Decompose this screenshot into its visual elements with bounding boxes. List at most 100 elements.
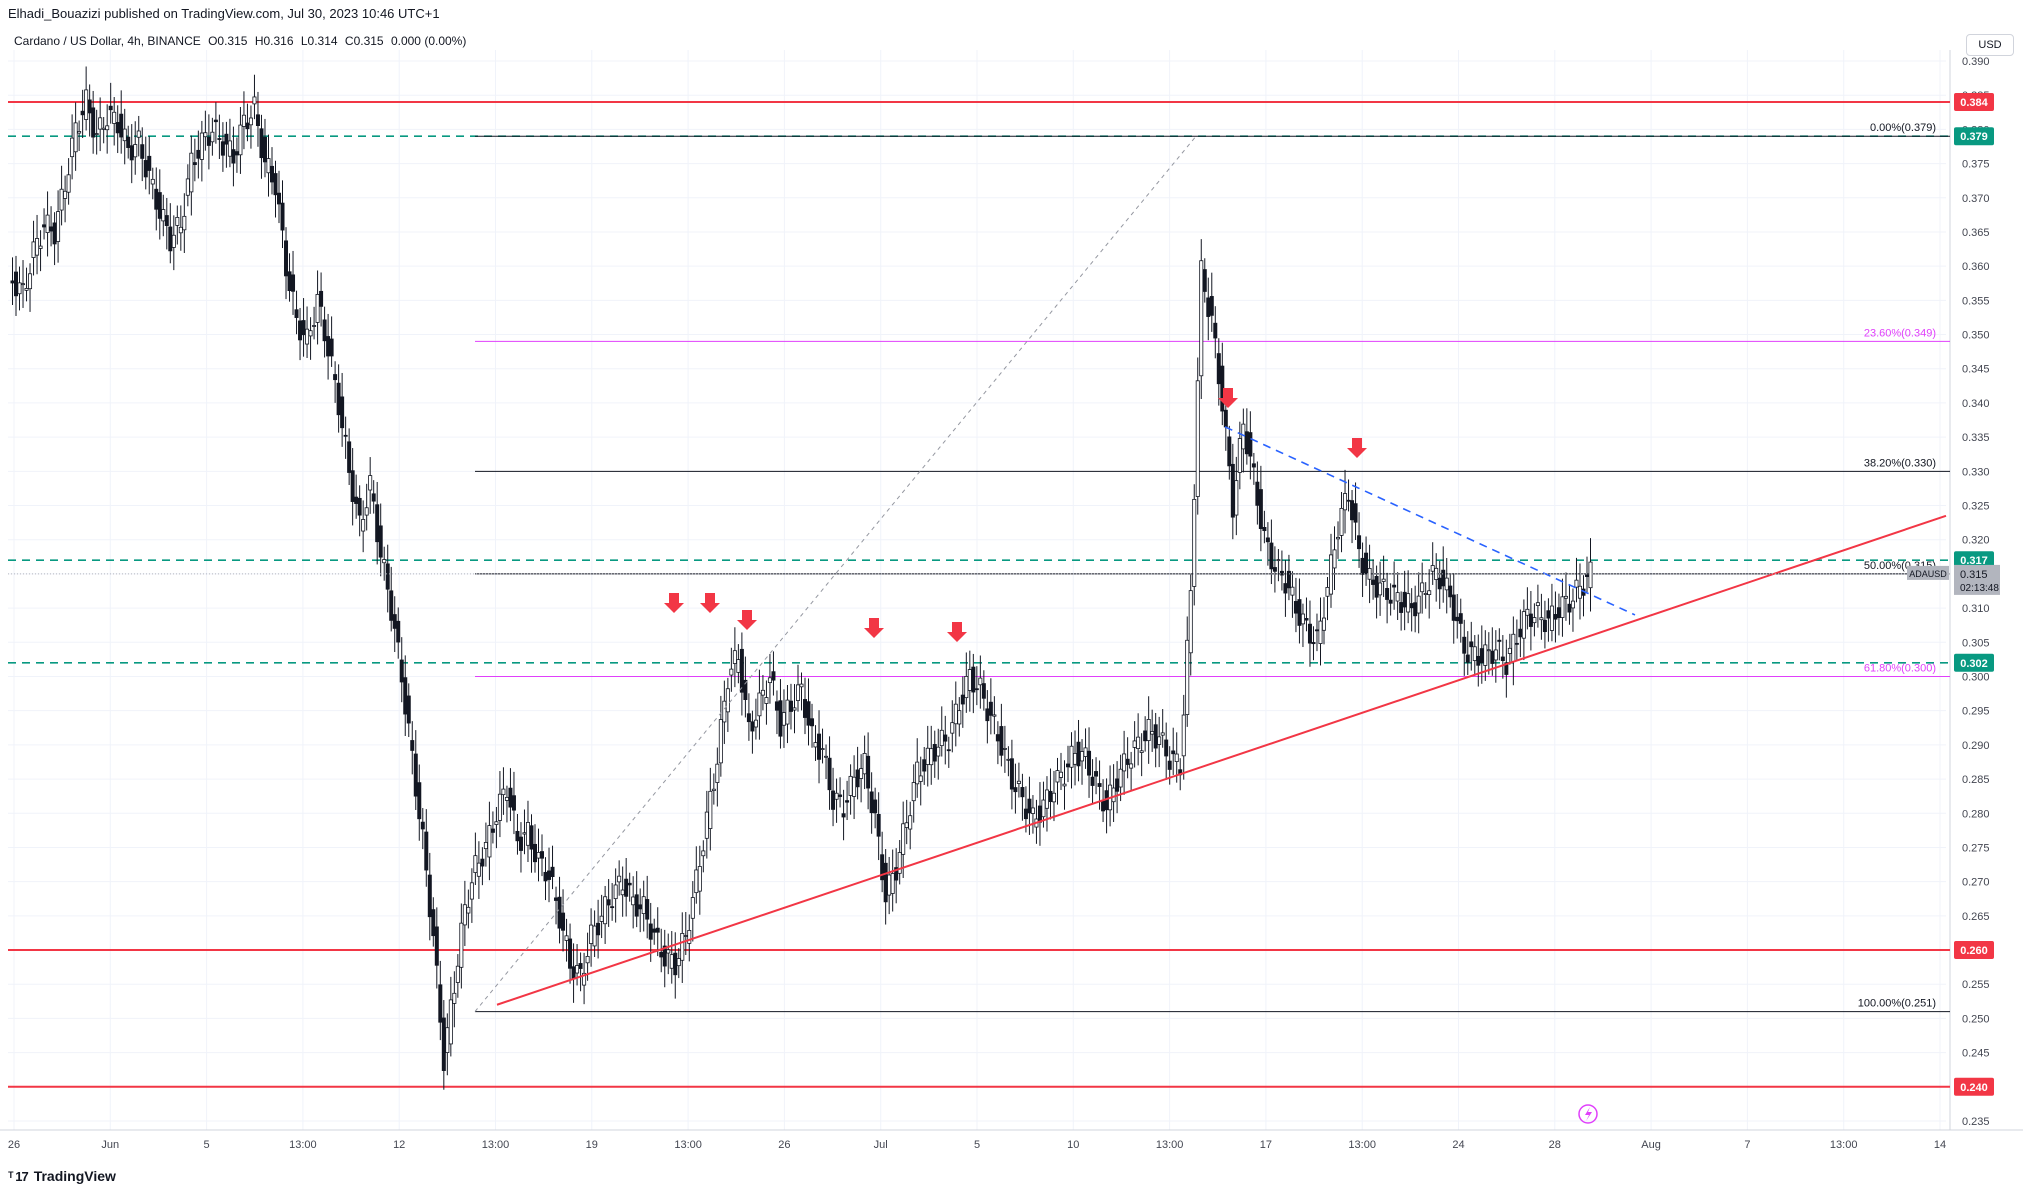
candle-body: [1202, 269, 1207, 292]
candle-body: [718, 719, 723, 764]
candle-body: [1577, 585, 1582, 599]
sell-arrow-icon: [864, 618, 884, 638]
candle-body: [1076, 741, 1081, 767]
candle-body: [824, 755, 829, 758]
candle-body: [255, 114, 260, 127]
candle-body: [683, 935, 688, 937]
candle-body: [634, 894, 639, 917]
candle-body: [438, 984, 443, 1023]
y-tick-label: 0.270: [1962, 877, 1990, 889]
candle-body: [904, 822, 909, 828]
candle-body: [946, 749, 951, 752]
candle-body: [1051, 792, 1056, 803]
candle-body: [1146, 719, 1151, 741]
candle-body: [336, 382, 341, 416]
candle-body: [694, 869, 699, 894]
ohlc-change: 0.000 (0.00%): [390, 34, 467, 48]
candle-body: [1209, 296, 1214, 316]
trendline-support[interactable]: [496, 514, 1947, 1006]
candle-body: [1223, 409, 1228, 428]
candle-body: [301, 320, 306, 336]
candle-body: [1097, 783, 1102, 787]
level-badge-label: 0.302: [1960, 658, 1988, 670]
symbol-name[interactable]: Cardano / US Dollar, 4h, BINANCE: [14, 34, 201, 48]
candle-body: [350, 470, 355, 502]
candle-body: [1430, 565, 1435, 572]
symbol-tag: [1907, 565, 1949, 580]
candle-body: [1532, 617, 1537, 624]
currency-button[interactable]: USD: [1966, 34, 2014, 56]
candle-body: [1395, 592, 1400, 602]
candle-body: [396, 620, 401, 643]
header-bar: Elhadi_Bouazizi published on TradingView…: [0, 0, 2023, 24]
candle-body: [10, 280, 15, 284]
candle-body: [1265, 537, 1270, 543]
candle-body: [1321, 617, 1326, 631]
x-tick-label: 17: [1260, 1139, 1272, 1151]
candle-body: [101, 127, 106, 130]
candle-body: [280, 202, 285, 231]
candle-body: [939, 729, 944, 747]
candle-body: [1413, 602, 1418, 617]
y-tick-label: 0.330: [1962, 466, 1990, 478]
publisher-info: Elhadi_Bouazizi published on TradingView…: [8, 6, 440, 21]
candle-body: [277, 192, 282, 205]
candle-body: [1307, 623, 1312, 644]
candle-body: [1360, 557, 1365, 575]
candle-body: [1542, 619, 1547, 633]
y-tick-label: 0.345: [1962, 364, 1990, 376]
candle-body: [1129, 763, 1134, 769]
x-tick-label: 5: [204, 1139, 210, 1151]
candle-body: [1388, 599, 1393, 604]
candle-body: [627, 882, 632, 886]
candle-body: [561, 912, 566, 931]
candle-body: [431, 909, 436, 937]
candle-body: [1199, 260, 1204, 377]
ohlc-high: H0.316: [254, 34, 294, 48]
trendline-resistance[interactable]: [1224, 426, 1636, 616]
candle-body: [1570, 600, 1575, 609]
candle-body: [238, 124, 243, 156]
x-tick-label: Aug: [1641, 1139, 1661, 1151]
candle-body: [1062, 783, 1067, 787]
candle-body: [771, 671, 776, 681]
y-tick-label: 0.325: [1962, 501, 1990, 513]
candle-body: [164, 215, 169, 226]
level-badge: [1954, 551, 1994, 570]
candle-body: [1143, 730, 1148, 742]
candle-body: [31, 241, 36, 258]
candle-body: [953, 703, 958, 725]
candle-body: [1500, 656, 1505, 661]
candle-body: [1525, 608, 1530, 616]
candle-body: [1441, 569, 1446, 587]
candle-body: [536, 851, 541, 859]
candle-body: [855, 769, 860, 788]
fib-anchor-line[interactable]: [474, 135, 1197, 1012]
candle-body: [1563, 595, 1568, 599]
candle-body: [1539, 617, 1544, 621]
candle-body: [287, 271, 292, 292]
symbol-legend[interactable]: Cardano / US Dollar, 4h, BINANCE O0.315 …: [14, 34, 470, 48]
candle-body: [834, 792, 839, 800]
candle-body: [368, 475, 373, 491]
candle-body: [704, 811, 709, 839]
flash-icon[interactable]: [1578, 1104, 1598, 1124]
y-tick-label: 0.275: [1962, 842, 1990, 854]
y-tick-label: 0.295: [1962, 706, 1990, 718]
candle-body: [1304, 618, 1309, 621]
y-tick-label: 0.245: [1962, 1048, 1990, 1060]
candle-body: [378, 525, 383, 558]
y-tick-label: 0.305: [1962, 637, 1990, 649]
candle-body: [206, 136, 211, 146]
candle-body: [911, 782, 916, 802]
candle-body: [231, 149, 236, 164]
candle-body: [1465, 654, 1470, 663]
candle-body: [1493, 649, 1498, 661]
level-badge-label: 0.260: [1960, 945, 1988, 957]
candle-body: [788, 700, 793, 712]
candle-body: [1479, 648, 1484, 664]
candle-body: [1027, 798, 1032, 814]
candle-body: [1458, 613, 1463, 624]
candle-body: [540, 851, 545, 859]
